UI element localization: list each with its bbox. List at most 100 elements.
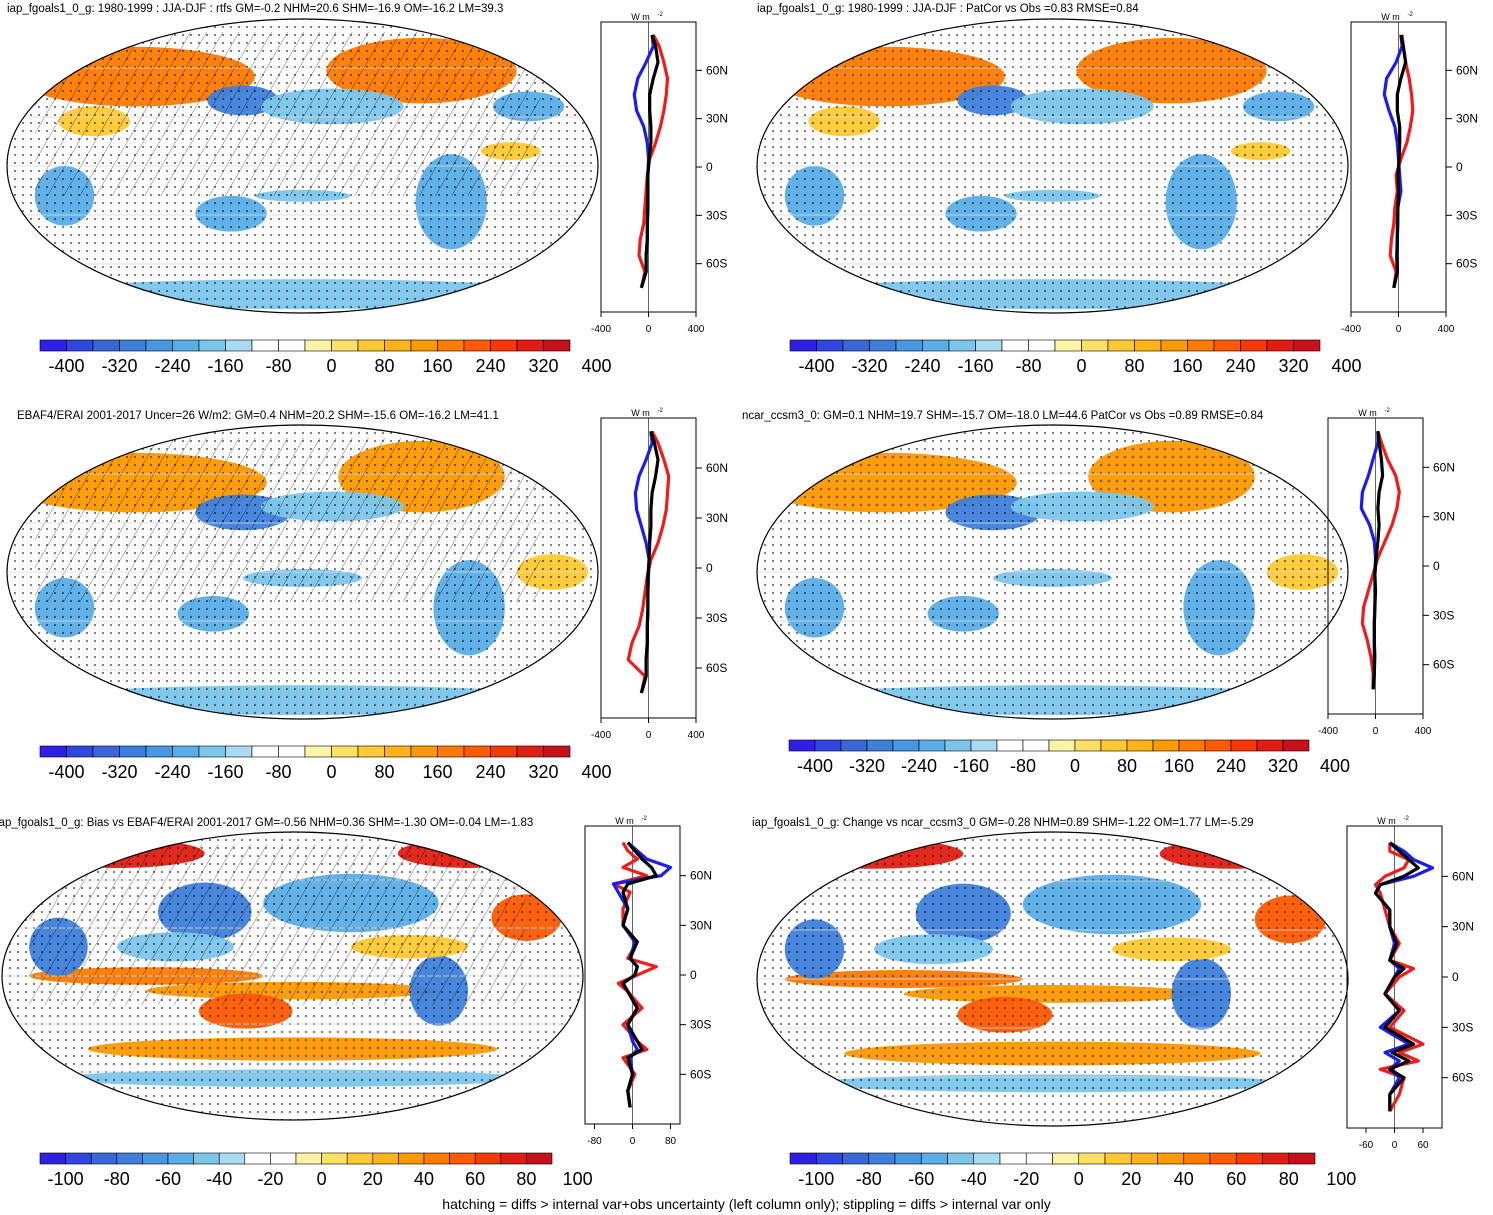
y-tick-label: 60S [1433, 658, 1454, 672]
units-exponent: -2 [1404, 816, 1410, 822]
colorbar-swatch [1183, 1152, 1211, 1165]
units-exponent: -2 [658, 12, 664, 18]
colorbar-swatch [423, 1152, 450, 1165]
colorbar-swatch [90, 1152, 118, 1165]
panel6-map [756, 831, 1349, 1127]
colorbar-swatch [516, 745, 544, 758]
colorbar-label: 40 [414, 1169, 434, 1189]
zonal-line-blue [1373, 841, 1435, 1112]
colorbar-label: 240 [1225, 356, 1255, 376]
y-tick-label: 30N [706, 511, 728, 525]
panel5-title: iap_fgoals1_0_g: Bias vs EBAF4/ERAI 2001… [0, 817, 534, 829]
colorbar-swatch [167, 1152, 194, 1165]
y-tick-label: 30N [706, 112, 728, 126]
map-outline [756, 18, 1349, 314]
colorbar-swatch [116, 1152, 143, 1165]
colorbar-label: 320 [1268, 756, 1298, 776]
colorbar-swatch [1293, 339, 1321, 352]
x-tick-label: 0 [646, 324, 652, 335]
colorbar-swatch [1157, 1152, 1185, 1165]
y-tick-label: 60N [1456, 63, 1478, 77]
colorbar-swatch [39, 745, 67, 758]
colorbar-swatch [346, 1152, 374, 1165]
colorbar-label: 400 [581, 762, 611, 782]
colorbar-swatch [1126, 739, 1154, 752]
y-tick-label: 30N [1452, 920, 1474, 934]
colorbar-swatch [947, 1152, 975, 1165]
colorbar-label: -100 [798, 1169, 834, 1189]
units-label: W m [615, 816, 634, 826]
colorbar-swatch [975, 339, 1003, 352]
colorbar-label: 0 [1076, 356, 1086, 376]
y-tick-label: 30N [1433, 510, 1455, 524]
x-tick-label: 0 [1392, 1140, 1398, 1151]
colorbar-label: -400 [48, 356, 84, 376]
colorbar-swatch [321, 1152, 348, 1165]
colorbar-swatch [357, 339, 385, 352]
colorbar-swatch [1262, 1152, 1290, 1165]
colorbar-swatch [66, 745, 94, 758]
zonal-line-black [621, 841, 658, 1108]
colorbar-swatch [372, 1152, 399, 1165]
colorbar-swatch [1152, 739, 1180, 752]
colorbar-swatch [218, 1152, 246, 1165]
panel1-colorbar: -400 -320 -240 -160 -80 0 80 160 240 320 400 [39, 339, 612, 376]
units-exponent: -2 [642, 816, 648, 822]
panel5-zonal-plot: W m -2 60N 30N 0 30S 60S -80 0 80 [584, 816, 712, 1147]
colorbar-label: 400 [1320, 756, 1350, 776]
colorbar-swatch [331, 745, 359, 758]
colorbar-label: -80 [1015, 356, 1041, 376]
zonal-line-red [637, 34, 670, 289]
colorbar-swatch [543, 339, 571, 352]
colorbar-swatch [1204, 739, 1232, 752]
colorbar-swatch [145, 339, 173, 352]
colorbar-swatch [922, 339, 950, 352]
colorbar-label: 400 [1331, 356, 1361, 376]
panel5-colorbar: -100 -80 -60 -40 -20 0 20 40 60 80 100 [39, 1152, 593, 1189]
colorbar-swatch [1081, 339, 1109, 352]
colorbar-label: -320 [101, 762, 137, 782]
colorbar-swatch [1213, 339, 1241, 352]
colorbar-swatch [788, 739, 816, 752]
colorbar-swatch [474, 1152, 502, 1165]
colorbar-swatch [39, 339, 67, 352]
x-tick-label: 80 [665, 1136, 677, 1147]
colorbar-swatch [1282, 739, 1310, 752]
colorbar-swatch [1230, 739, 1258, 752]
colorbar-swatch [66, 339, 94, 352]
x-tick-label: 0 [646, 730, 652, 741]
colorbar-swatch [172, 339, 200, 352]
x-tick-label: 400 [688, 730, 705, 741]
colorbar-label: -240 [154, 356, 190, 376]
colorbar-swatch [789, 339, 817, 352]
zonal-line-red [1388, 34, 1415, 289]
units-label: W m [1377, 816, 1396, 826]
y-tick-label: 30S [1433, 608, 1454, 622]
colorbar-label: -80 [1010, 756, 1036, 776]
zonal-line-black [1392, 34, 1408, 289]
x-tick-label: 400 [1415, 726, 1432, 737]
colorbar-label: 240 [1216, 756, 1246, 776]
colorbar-swatch [145, 745, 173, 758]
colorbar-swatch [948, 339, 976, 352]
colorbar-swatch [814, 739, 842, 752]
colorbar-label: 20 [363, 1169, 383, 1189]
panel3-colorbar: -400 -320 -240 -160 -80 0 80 160 240 320 400 [39, 745, 612, 782]
colorbar-label: -40 [206, 1169, 232, 1189]
y-tick-label: 60S [1452, 1071, 1473, 1085]
zonal-line-black [1371, 431, 1385, 690]
colorbar-swatch [198, 339, 226, 352]
y-tick-label: 30S [690, 1018, 711, 1032]
panel1-zonal-plot: W m -2 60N 30N 0 30S 60S -400 0 400 [591, 12, 728, 335]
units-label: W m [631, 12, 650, 22]
y-tick-label: 30S [1452, 1020, 1473, 1034]
colorbar-swatch [463, 745, 491, 758]
colorbar-label: -240 [154, 762, 190, 782]
colorbar-swatch [920, 1152, 948, 1165]
colorbar-swatch [1025, 1152, 1053, 1165]
colorbar-swatch [410, 745, 438, 758]
panel2-zonal-plot: W m -2 60N 30N 0 30S 60S -400 0 400 [1341, 12, 1478, 335]
colorbar-swatch [39, 1152, 66, 1165]
colorbar-swatch [295, 1152, 322, 1165]
colorbar-swatch [815, 1152, 843, 1165]
